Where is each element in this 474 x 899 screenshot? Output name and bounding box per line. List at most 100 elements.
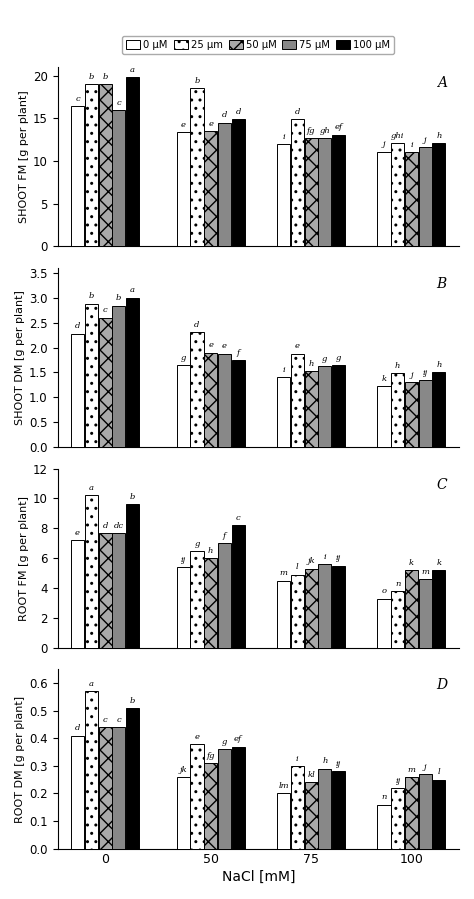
Text: j: j — [410, 371, 413, 379]
Bar — [432, 570, 446, 648]
Bar — [177, 567, 190, 648]
Text: o: o — [382, 587, 386, 595]
Bar — [332, 771, 345, 849]
Bar — [419, 147, 432, 246]
Text: C: C — [437, 477, 447, 492]
Bar — [99, 317, 111, 447]
Text: g: g — [336, 353, 341, 361]
Text: b: b — [116, 295, 121, 302]
Text: i: i — [283, 366, 285, 374]
Bar — [432, 372, 446, 447]
Text: a: a — [89, 681, 94, 688]
Bar — [232, 120, 245, 246]
Text: i: i — [324, 553, 326, 561]
Text: j: j — [424, 763, 427, 771]
Text: ij: ij — [422, 369, 428, 377]
Bar — [419, 579, 432, 648]
Text: ef: ef — [234, 735, 242, 743]
Bar — [405, 570, 418, 648]
Text: d: d — [102, 521, 108, 530]
Text: h: h — [436, 132, 442, 140]
Bar — [177, 777, 190, 849]
Bar — [71, 334, 84, 447]
Text: b: b — [130, 494, 135, 501]
Text: e: e — [222, 343, 227, 351]
Text: d: d — [222, 111, 227, 120]
Text: a: a — [89, 485, 94, 493]
Bar — [332, 135, 345, 246]
Text: ij: ij — [336, 761, 341, 768]
Bar — [291, 574, 304, 648]
Bar — [332, 365, 345, 447]
Bar — [191, 332, 203, 447]
Text: d: d — [295, 108, 300, 116]
Bar — [405, 153, 418, 246]
Text: a: a — [130, 67, 135, 74]
Bar — [319, 138, 331, 246]
Bar — [177, 366, 190, 447]
Bar — [99, 85, 111, 246]
Bar — [126, 77, 139, 246]
Bar — [112, 110, 125, 246]
Bar — [218, 353, 231, 447]
Text: k: k — [382, 375, 387, 383]
Text: k: k — [409, 559, 414, 567]
Bar — [85, 85, 98, 246]
Bar — [112, 306, 125, 447]
Bar — [419, 774, 432, 849]
Text: c: c — [75, 95, 80, 103]
Text: ghi: ghi — [391, 132, 404, 140]
Bar — [277, 144, 290, 246]
Text: b: b — [89, 292, 94, 300]
Text: i: i — [296, 754, 299, 762]
Text: d: d — [75, 323, 80, 330]
Text: ij: ij — [181, 556, 186, 564]
Text: g: g — [181, 354, 186, 362]
Bar — [71, 735, 84, 849]
Bar — [126, 298, 139, 447]
Text: e: e — [181, 120, 186, 129]
Text: g: g — [322, 355, 328, 362]
Text: jk: jk — [179, 766, 187, 774]
Text: h: h — [395, 361, 401, 369]
Bar — [191, 88, 203, 246]
Bar — [432, 779, 446, 849]
Bar — [85, 495, 98, 648]
Bar — [405, 777, 418, 849]
Bar — [99, 533, 111, 648]
Text: j: j — [424, 136, 427, 144]
Bar — [191, 551, 203, 648]
Bar — [191, 743, 203, 849]
Text: fg: fg — [307, 127, 315, 135]
Text: m: m — [408, 766, 415, 774]
Text: j: j — [383, 140, 385, 148]
Bar — [204, 763, 217, 849]
Text: jk: jk — [307, 557, 315, 565]
Text: b: b — [102, 73, 108, 81]
Text: kl: kl — [307, 771, 315, 779]
Bar — [218, 543, 231, 648]
Bar — [218, 749, 231, 849]
Bar — [377, 599, 391, 648]
Bar — [99, 727, 111, 849]
Bar — [277, 581, 290, 648]
Bar — [291, 120, 304, 246]
Text: n: n — [381, 793, 387, 801]
Bar — [319, 769, 331, 849]
Bar — [377, 387, 391, 447]
Text: a: a — [130, 287, 135, 295]
Y-axis label: SHOOT DM [g per plant]: SHOOT DM [g per plant] — [15, 290, 25, 425]
Text: gh: gh — [319, 127, 330, 135]
Bar — [305, 138, 318, 246]
Text: b: b — [194, 77, 200, 85]
Bar — [305, 569, 318, 648]
Text: l: l — [438, 769, 440, 777]
Text: h: h — [322, 757, 328, 765]
Bar — [232, 746, 245, 849]
Bar — [277, 377, 290, 447]
Bar — [126, 708, 139, 849]
Text: ij: ij — [395, 777, 401, 785]
Bar — [305, 371, 318, 447]
Bar — [232, 360, 245, 447]
Text: i: i — [410, 141, 413, 149]
